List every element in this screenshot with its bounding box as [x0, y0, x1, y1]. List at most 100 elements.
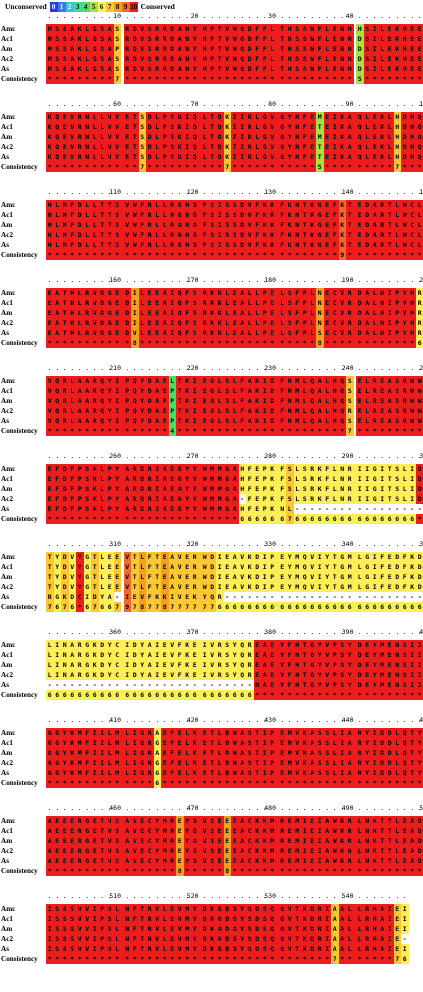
column-gap-fill — [353, 680, 356, 690]
residue-cell: V — [91, 318, 99, 328]
residue-cell: S — [323, 738, 331, 748]
residue-cell: S — [146, 34, 154, 44]
residue-cell: Y — [401, 298, 409, 308]
residue-cell: S — [286, 318, 294, 328]
column-gap-fill — [198, 514, 201, 524]
consistency-cell: * — [408, 426, 416, 436]
position-ruler: ........................................… — [0, 452, 423, 461]
consistency-cell: * — [331, 74, 339, 84]
consistency-cell: * — [223, 338, 231, 348]
residue-cell: I — [316, 856, 324, 866]
ruler-dot: . — [286, 276, 294, 285]
ruler-dot: . — [54, 628, 62, 637]
column-gap-fill — [198, 758, 201, 768]
consistency-cell: * — [68, 954, 76, 964]
residue-cell: R — [83, 298, 91, 308]
residue-cell: L — [46, 670, 54, 680]
residue-cell: H — [293, 640, 301, 650]
residue-cell: N — [346, 44, 354, 54]
sequence-name: Ac2 — [1, 582, 45, 592]
residue-cell: Y — [113, 484, 121, 494]
residue-cell: R — [146, 504, 154, 514]
residue-cell: V — [176, 592, 184, 602]
residue-cell: S — [106, 924, 114, 934]
sequence-name: Ac1 — [1, 210, 45, 220]
residue-cell: K — [191, 728, 199, 738]
residue-cell: T — [208, 122, 216, 132]
residue-cell: F — [323, 464, 331, 474]
consistency-cell: * — [68, 866, 76, 876]
residue-cell: I — [231, 112, 239, 122]
residue-cell: F — [323, 474, 331, 484]
residue-cell: E — [113, 308, 121, 318]
residue-cell: E — [216, 826, 224, 836]
residue-cell: L — [323, 24, 331, 34]
residue-cell: Y — [286, 552, 294, 562]
residue-cell: K — [216, 318, 224, 328]
residue-cell: F — [316, 44, 324, 54]
column-gap-fill — [121, 308, 124, 318]
residue-cell: S — [61, 904, 69, 914]
residue-cell: I — [231, 132, 239, 142]
residue-cell: H — [378, 288, 386, 298]
residue-cell: E — [168, 474, 176, 484]
residue-cell: Q — [268, 924, 276, 934]
consistency-cell: * — [346, 866, 354, 876]
consistency-cell: * — [408, 690, 416, 700]
column-gap-fill — [121, 944, 124, 954]
sequence-name: Ac2 — [1, 846, 45, 856]
consistency-cell: 6 — [323, 602, 331, 612]
consistency-cell: * — [323, 426, 331, 436]
residue-cell: R — [61, 396, 69, 406]
column-gap-fill — [121, 758, 124, 768]
consistency-cell: * — [208, 866, 216, 876]
consistency-cell: 6 — [301, 514, 309, 524]
residue-cell: W — [131, 230, 139, 240]
column-gap-fill — [276, 914, 279, 924]
ruler-dot: . — [409, 276, 417, 285]
residue-cell: E — [286, 856, 294, 866]
residue-cell: E — [168, 934, 176, 944]
sequence-name: Ac1 — [1, 34, 45, 44]
consistency-cell: * — [286, 866, 294, 876]
ruler-dot: . — [139, 804, 147, 813]
residue-cell: D — [416, 552, 423, 562]
residue-cell: D — [356, 680, 364, 690]
consistency-cell: * — [316, 690, 324, 700]
consistency-cell: * — [168, 338, 176, 348]
residue-cell: L — [161, 914, 169, 924]
consistency-cell: * — [61, 778, 69, 788]
residue-cell: L — [91, 122, 99, 132]
ruler-dot: . — [91, 628, 99, 637]
consistency-cell: * — [91, 250, 99, 260]
residue-cell: E — [183, 592, 191, 602]
residue-cell: M — [183, 904, 191, 914]
residue-cell: A — [161, 474, 169, 484]
residue-cell: P — [106, 504, 114, 514]
column-gap-fill — [276, 572, 279, 582]
residue-cell: Y — [363, 738, 371, 748]
ruler-dot: . — [364, 452, 372, 461]
residue-cell: R — [123, 54, 131, 64]
consistency-cell: * — [106, 954, 114, 964]
residue-cell: L — [246, 318, 254, 328]
residue-cell: F — [246, 494, 254, 504]
consistency-cell: * — [416, 74, 423, 84]
residue-cell: E — [356, 200, 364, 210]
residue-cell: T — [316, 122, 324, 132]
column-gap-fill — [353, 406, 356, 416]
residue-cell: A — [161, 318, 169, 328]
residue-cell: Y — [286, 122, 294, 132]
residue-cell: D — [356, 34, 364, 44]
consistency-cell: * — [323, 690, 331, 700]
ruler-dot: . — [139, 100, 147, 109]
residue-cell: S — [83, 504, 91, 514]
residue-cell: I — [261, 768, 269, 778]
residue-cell: F — [68, 230, 76, 240]
column-gap-fill — [121, 954, 124, 964]
residue-cell: K — [268, 200, 276, 210]
residue-cell: I — [46, 944, 54, 954]
